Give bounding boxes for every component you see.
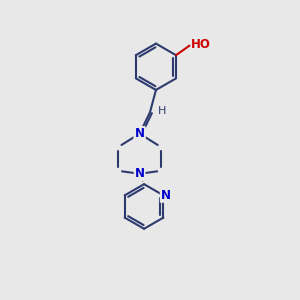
Text: N: N	[161, 189, 171, 202]
Text: HO: HO	[191, 38, 211, 51]
Text: H: H	[158, 106, 167, 116]
Text: N: N	[135, 167, 145, 180]
Text: N: N	[135, 127, 145, 140]
Text: N: N	[135, 127, 145, 140]
